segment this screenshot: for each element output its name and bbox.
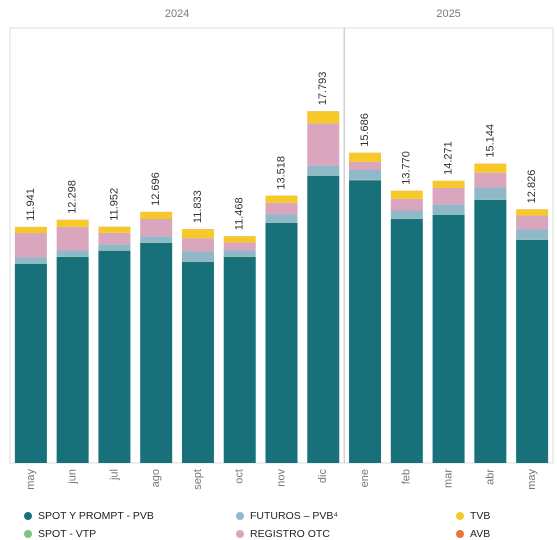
bar-segment bbox=[140, 212, 173, 220]
bar-segment bbox=[474, 187, 507, 200]
value-label: 11.941 bbox=[25, 188, 37, 221]
bar-segment bbox=[390, 198, 423, 211]
x-tick-label: jul bbox=[108, 469, 120, 481]
bar-segment bbox=[474, 199, 507, 463]
bar-segment bbox=[349, 180, 382, 463]
bar-segment bbox=[223, 250, 256, 257]
bar-segment bbox=[516, 239, 549, 463]
bar-segment bbox=[307, 123, 340, 166]
x-tick-label: sept bbox=[192, 469, 204, 490]
bar-segment bbox=[390, 218, 423, 463]
bar-segment bbox=[181, 261, 214, 463]
x-tick-label: mar bbox=[442, 469, 454, 488]
bar-segment bbox=[98, 244, 131, 251]
value-label: 13.770 bbox=[401, 151, 413, 185]
bar-segment bbox=[432, 204, 465, 215]
x-tick-label: may bbox=[25, 469, 37, 490]
bar-segment bbox=[390, 190, 423, 199]
value-label: 11.468 bbox=[234, 197, 246, 230]
legend-label: FUTUROS – PVB⁴ bbox=[250, 510, 338, 522]
legend-label: TVB bbox=[470, 510, 490, 522]
legend-swatch bbox=[236, 512, 244, 520]
legend-label: REGISTRO OTC bbox=[250, 528, 330, 540]
bar-segment bbox=[474, 172, 507, 188]
legend-swatch bbox=[236, 530, 244, 538]
year-label: 2025 bbox=[436, 8, 460, 20]
bar-segment bbox=[390, 210, 423, 219]
bar-segment bbox=[14, 257, 47, 264]
bar-segment bbox=[14, 263, 47, 463]
x-tick-label: ago bbox=[150, 469, 162, 487]
value-label: 15.144 bbox=[484, 124, 496, 158]
bar-segment bbox=[432, 181, 465, 188]
value-label: 13.518 bbox=[275, 156, 287, 190]
bar-segment bbox=[307, 111, 340, 124]
bar-segment bbox=[307, 165, 340, 176]
bar-segment bbox=[516, 215, 549, 230]
bar-segment bbox=[516, 209, 549, 216]
bar-segment bbox=[181, 229, 214, 239]
value-label: 12.826 bbox=[526, 170, 538, 204]
x-tick-label: may bbox=[526, 469, 538, 490]
bar-segment bbox=[56, 250, 89, 257]
bar-segment bbox=[223, 242, 256, 251]
bar-segment bbox=[516, 229, 549, 240]
legend-swatch bbox=[24, 512, 32, 520]
value-label: 15.686 bbox=[359, 113, 371, 147]
bar-segment bbox=[140, 236, 173, 243]
legend-swatch bbox=[456, 530, 464, 538]
bar-segment bbox=[432, 187, 465, 205]
bar-segment bbox=[98, 250, 131, 463]
x-tick-label: abr bbox=[484, 469, 496, 485]
value-label: 14.271 bbox=[442, 141, 454, 175]
bar-segment bbox=[56, 219, 89, 227]
x-tick-label: dic bbox=[317, 469, 329, 484]
x-tick-label: jun bbox=[67, 469, 79, 485]
legend-label: AVB bbox=[470, 528, 490, 540]
year-label: 2024 bbox=[165, 8, 189, 20]
bar-segment bbox=[140, 242, 173, 463]
bar-segment bbox=[14, 227, 47, 234]
x-tick-label: feb bbox=[401, 469, 413, 484]
bar-segment bbox=[349, 161, 382, 170]
bar-segment bbox=[265, 195, 298, 203]
value-label: 12.298 bbox=[67, 180, 79, 214]
x-tick-label: ene bbox=[359, 469, 371, 487]
bar-segment bbox=[223, 256, 256, 463]
bar-segment bbox=[56, 226, 89, 251]
legend-swatch bbox=[456, 512, 464, 520]
bar-segment bbox=[265, 202, 298, 215]
bar-segment bbox=[265, 214, 298, 223]
bar-segment bbox=[98, 226, 131, 233]
bar-segment bbox=[140, 219, 173, 237]
bar-segment bbox=[181, 238, 214, 252]
x-tick-label: oct bbox=[234, 469, 246, 484]
legend-label: SPOT - VTP bbox=[38, 528, 96, 540]
bar-segment bbox=[349, 169, 382, 180]
x-tick-label: nov bbox=[275, 469, 287, 487]
bar-segment bbox=[56, 256, 89, 463]
legend-label: SPOT Y PROMPT - PVB bbox=[38, 510, 154, 522]
value-label: 17.793 bbox=[317, 72, 329, 106]
bar-segment bbox=[98, 232, 131, 245]
legend-swatch bbox=[24, 530, 32, 538]
bar-segment bbox=[432, 214, 465, 463]
bar-segment bbox=[474, 163, 507, 173]
bar-segment bbox=[265, 222, 298, 463]
bar-segment bbox=[349, 152, 382, 162]
bar-segment bbox=[181, 251, 214, 262]
value-label: 11.952 bbox=[108, 188, 120, 221]
bar-segment bbox=[14, 233, 47, 258]
bar-segment bbox=[307, 175, 340, 463]
bar-segment bbox=[223, 236, 256, 243]
value-label: 12.696 bbox=[150, 172, 162, 206]
value-label: 11.833 bbox=[192, 190, 204, 223]
